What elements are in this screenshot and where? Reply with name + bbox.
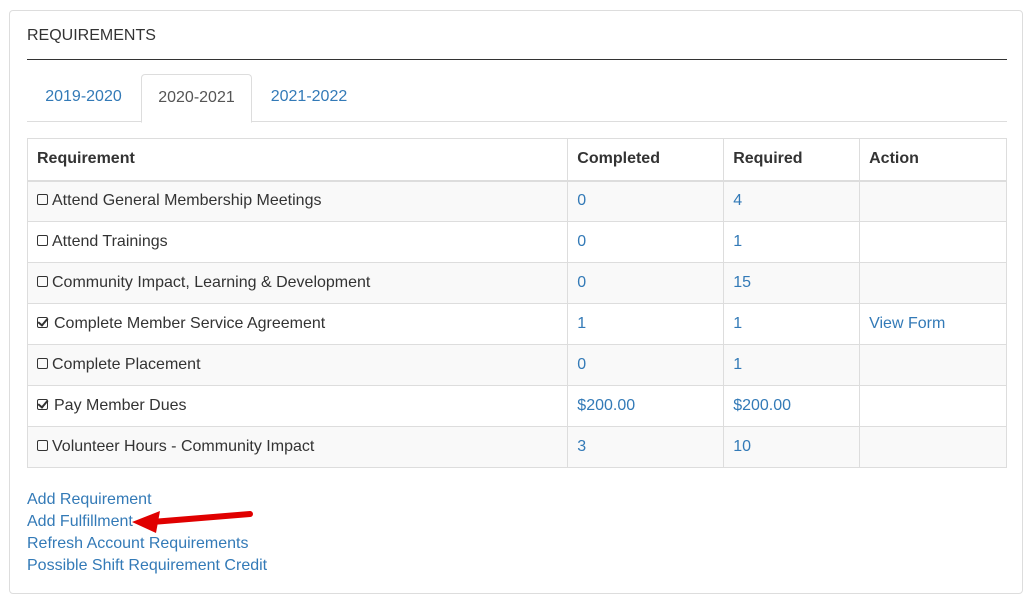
required-value[interactable]: 4: [723, 180, 861, 222]
requirement-cell: Complete Member Service Agreement: [26, 303, 569, 345]
required-value[interactable]: 1: [723, 344, 861, 386]
unchecked-checkbox-icon: [37, 276, 48, 287]
add-fulfillment-link[interactable]: Add Fulfillment: [27, 513, 133, 530]
column-header-required: Required: [723, 138, 861, 182]
action-links: Add Requirement Add Fulfillment Refresh …: [27, 489, 267, 577]
completed-value[interactable]: 0: [567, 180, 725, 222]
action-cell: [859, 385, 1007, 427]
annotation-arrow-icon: [132, 511, 253, 533]
checked-checkbox-icon: [37, 317, 48, 328]
table-row: Community Impact, Learning & Development…: [26, 262, 1007, 304]
completed-value[interactable]: 3: [567, 426, 725, 468]
requirement-cell: Attend General Membership Meetings: [26, 180, 569, 222]
requirements-table: Requirement Completed Required Action At…: [26, 138, 1007, 468]
required-value[interactable]: $200.00: [723, 385, 861, 427]
requirement-label: Attend Trainings: [52, 233, 168, 250]
table-row: Complete Placement 0 1: [26, 344, 1007, 386]
requirement-cell: Attend Trainings: [26, 221, 569, 263]
completed-value[interactable]: 1: [567, 303, 725, 345]
table-row: Volunteer Hours - Community Impact 3 10: [26, 426, 1007, 468]
requirement-label: Attend General Membership Meetings: [52, 192, 322, 210]
completed-value[interactable]: 0: [567, 221, 725, 263]
completed-value[interactable]: 0: [567, 344, 725, 386]
requirement-cell: Complete Placement: [26, 344, 569, 386]
tab-2020-2021[interactable]: 2020-2021: [141, 74, 252, 123]
column-header-completed: Completed: [567, 138, 725, 182]
add-requirement-link[interactable]: Add Requirement: [27, 491, 152, 508]
unchecked-checkbox-icon: [37, 358, 48, 369]
requirement-label: Complete Placement: [52, 356, 201, 373]
tab-2019-2020[interactable]: 2019-2020: [45, 88, 122, 105]
possible-shift-requirement-credit-link[interactable]: Possible Shift Requirement Credit: [27, 557, 268, 574]
table-header-row: Requirement Completed Required Action: [26, 138, 1007, 182]
unchecked-checkbox-icon: [37, 440, 48, 451]
refresh-account-requirements-link[interactable]: Refresh Account Requirements: [27, 535, 249, 552]
requirements-panel: REQUIREMENTS 2019-2020 2020-2021 2021-20…: [9, 10, 1023, 594]
requirement-label: Community Impact, Learning & Development: [52, 274, 371, 291]
table-row: Complete Member Service Agreement 1 1 Vi…: [26, 303, 1007, 345]
checked-checkbox-icon: [37, 399, 48, 410]
action-cell: [859, 221, 1007, 263]
completed-value[interactable]: $200.00: [567, 385, 725, 427]
view-form-link[interactable]: View Form: [859, 303, 1007, 345]
column-header-action: Action: [859, 138, 1007, 182]
action-cell: [859, 344, 1007, 386]
year-tabs: 2019-2020 2020-2021 2021-2022: [27, 74, 1007, 123]
requirement-label: Pay Member Dues: [54, 397, 187, 414]
tab-2021-2022[interactable]: 2021-2022: [270, 88, 348, 105]
table-row: Attend Trainings 0 1: [26, 221, 1007, 263]
action-cell: [859, 180, 1007, 222]
completed-value[interactable]: 0: [567, 262, 725, 304]
panel-heading: REQUIREMENTS: [27, 27, 1007, 60]
unchecked-checkbox-icon: [37, 235, 48, 246]
table-row: Attend General Membership Meetings 0 4: [26, 180, 1007, 222]
table-row: Pay Member Dues $200.00 $200.00: [26, 385, 1007, 427]
requirement-cell: Community Impact, Learning & Development: [26, 262, 569, 304]
requirement-label: Complete Member Service Agreement: [54, 315, 326, 332]
action-cell: [859, 426, 1007, 468]
requirement-label: Volunteer Hours - Community Impact: [52, 438, 315, 455]
action-cell: [859, 262, 1007, 304]
required-value[interactable]: 1: [723, 303, 861, 345]
unchecked-checkbox-icon: [37, 194, 48, 206]
required-value[interactable]: 10: [723, 426, 861, 468]
required-value[interactable]: 15: [723, 262, 861, 304]
requirement-cell: Volunteer Hours - Community Impact: [26, 426, 569, 468]
required-value[interactable]: 1: [723, 221, 861, 263]
column-header-requirement: Requirement: [26, 138, 569, 182]
requirement-cell: Pay Member Dues: [26, 385, 569, 427]
